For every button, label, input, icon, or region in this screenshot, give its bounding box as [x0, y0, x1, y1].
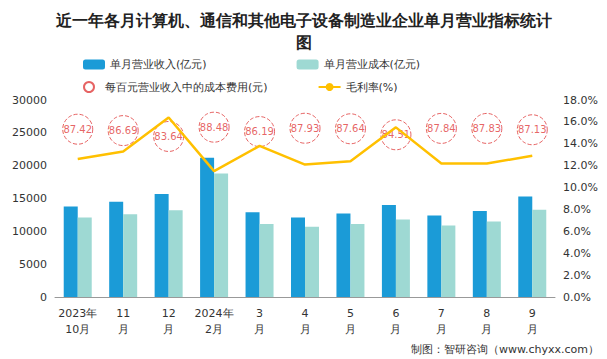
svg-text:月: 月 — [118, 323, 129, 336]
svg-text:月: 月 — [345, 323, 356, 336]
svg-text:月: 月 — [300, 323, 311, 336]
svg-text:0: 0 — [40, 291, 47, 304]
svg-text:单月营业收入(亿元): 单月营业收入(亿元) — [110, 58, 207, 71]
svg-text:月: 月 — [254, 323, 265, 336]
svg-text:87.84: 87.84 — [427, 123, 456, 134]
svg-text:月: 月 — [481, 323, 492, 336]
svg-text:87.93: 87.93 — [291, 123, 320, 134]
svg-text:5: 5 — [347, 307, 354, 320]
svg-text:10.0%: 10.0% — [563, 181, 598, 194]
svg-text:制图：智研咨询（www.chyxx.com）: 制图：智研咨询（www.chyxx.com） — [411, 343, 599, 356]
svg-text:12.0%: 12.0% — [563, 159, 598, 172]
svg-text:0.0%: 0.0% — [563, 291, 591, 304]
svg-text:30000: 30000 — [12, 94, 47, 107]
svg-text:单月营业成本(亿元): 单月营业成本(亿元) — [324, 58, 421, 71]
svg-text:3: 3 — [256, 307, 263, 320]
svg-text:18.0%: 18.0% — [563, 94, 598, 107]
svg-text:14.0%: 14.0% — [563, 137, 598, 150]
svg-text:4.0%: 4.0% — [563, 247, 591, 260]
svg-text:8: 8 — [483, 307, 490, 320]
svg-text:2023年: 2023年 — [58, 307, 97, 320]
svg-text:月: 月 — [390, 323, 401, 336]
svg-text:月: 月 — [436, 323, 447, 336]
svg-text:15000: 15000 — [12, 192, 47, 205]
svg-text:月: 月 — [163, 323, 174, 336]
svg-text:每百元营业收入中的成本费用(元): 每百元营业收入中的成本费用(元) — [105, 81, 268, 94]
svg-text:11: 11 — [116, 307, 130, 320]
svg-text:87.13: 87.13 — [518, 124, 547, 135]
svg-text:16.0%: 16.0% — [563, 115, 598, 128]
svg-text:86.19: 86.19 — [245, 126, 274, 137]
svg-text:2月: 2月 — [205, 323, 223, 336]
svg-text:8.0%: 8.0% — [563, 203, 591, 216]
svg-text:近一年各月计算机、通信和其他电子设备制造业企业单月营业指标统: 近一年各月计算机、通信和其他电子设备制造业企业单月营业指标统计 — [55, 11, 552, 30]
svg-text:7: 7 — [438, 307, 445, 320]
svg-text:毛利率(%): 毛利率(%) — [346, 81, 398, 94]
svg-text:87.64: 87.64 — [336, 123, 365, 134]
svg-text:10000: 10000 — [12, 225, 47, 238]
svg-text:5000: 5000 — [19, 258, 47, 271]
svg-text:9: 9 — [529, 307, 536, 320]
svg-text:图: 图 — [296, 33, 312, 52]
svg-text:10月: 10月 — [65, 323, 90, 336]
svg-text:6: 6 — [392, 307, 399, 320]
svg-text:88.48: 88.48 — [200, 122, 229, 133]
svg-text:87.83: 87.83 — [472, 123, 501, 134]
svg-text:4: 4 — [302, 307, 309, 320]
svg-text:25000: 25000 — [12, 126, 47, 139]
svg-text:2.0%: 2.0% — [563, 269, 591, 282]
svg-text:87.42: 87.42 — [63, 124, 92, 135]
svg-text:6.0%: 6.0% — [563, 225, 591, 238]
svg-text:84.51: 84.51 — [381, 129, 411, 141]
svg-text:月: 月 — [527, 323, 538, 336]
svg-text:83.64: 83.64 — [154, 131, 183, 142]
svg-text:86.69: 86.69 — [109, 125, 138, 136]
svg-text:12: 12 — [162, 307, 176, 320]
svg-text:2024年: 2024年 — [195, 307, 234, 320]
svg-text:20000: 20000 — [12, 159, 47, 172]
